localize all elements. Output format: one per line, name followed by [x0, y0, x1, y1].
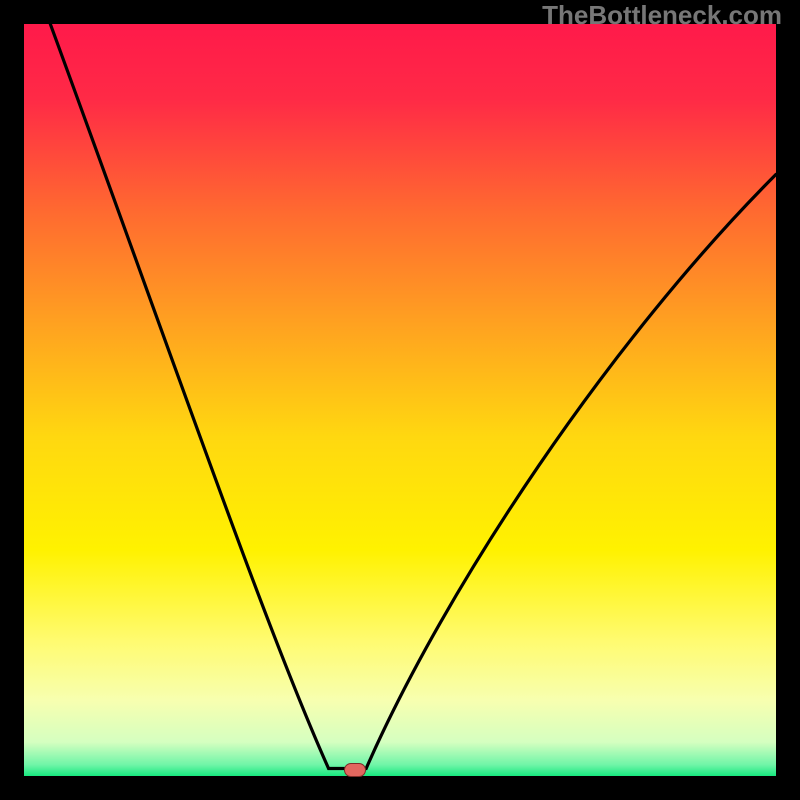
plot-area: [24, 24, 776, 776]
sweet-spot-marker: [344, 763, 366, 777]
watermark-text: TheBottleneck.com: [542, 0, 782, 31]
curve-path: [50, 24, 776, 768]
bottleneck-curve: [24, 24, 776, 776]
